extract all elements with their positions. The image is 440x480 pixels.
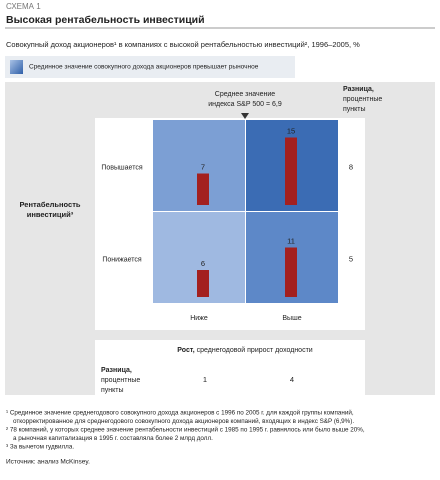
y-label: инвестиций³ [27,210,74,219]
source: Источник: анализ McKinsey. [6,459,90,466]
annotation: Среднее значение [215,91,275,98]
diff-label: пункты [101,387,124,394]
x-label-rest: среднегодовой прирост доходности [195,346,313,354]
footnote: ³ За вычетом гудвилла. [6,444,74,451]
value-label: 11 [287,236,295,245]
bar [197,173,209,205]
column-diff: 4 [290,375,294,384]
bar [197,270,209,297]
y-label: Рентабельность [19,200,80,209]
legend-box [5,56,295,78]
row-label: Понижается [102,256,142,263]
column-label: Выше [282,315,301,322]
diff-label: пункты [343,106,366,113]
bottom-bg [95,340,365,395]
column-diff: 1 [203,375,207,384]
footnote: а рыночная капитализация в 1995 г. соста… [13,434,213,442]
subtitle: Совокупный доход акционеров¹ в компаниях… [6,40,360,49]
row-diff: 5 [349,254,353,263]
footnote: откорректированное для среднегодового со… [13,417,354,425]
figure-label: СХЕМА 1 [6,2,41,11]
value-label: 7 [201,162,205,171]
footnote: ¹ Срединное значение среднегодового сово… [6,409,354,417]
value-label: 15 [287,126,295,135]
annotation: индекса S&P 500 = 6,9 [208,101,282,108]
diff-label: Разница, [101,367,132,374]
diff-label: процентные [343,96,382,103]
footnote: ² 78 компаний, у которых среднее значени… [6,426,365,434]
bar [285,137,297,205]
row-label: Повышается [101,164,142,171]
diff-label: Разница, [343,86,374,93]
chart-title: Высокая рентабельность инвестиций [6,14,205,26]
bar [285,247,297,297]
diff-label: процентные [101,377,140,384]
value-label: 6 [201,259,205,268]
legend-swatch [10,60,23,74]
legend-label: Срединное значение совокупного дохода ак… [29,64,259,71]
x-label: Рост, среднегодовой прирост доходности [177,346,312,354]
marker [241,113,249,119]
row-diff: 8 [349,162,353,171]
column-label: Ниже [190,315,208,322]
x-label-bold: Рост, [177,347,194,354]
